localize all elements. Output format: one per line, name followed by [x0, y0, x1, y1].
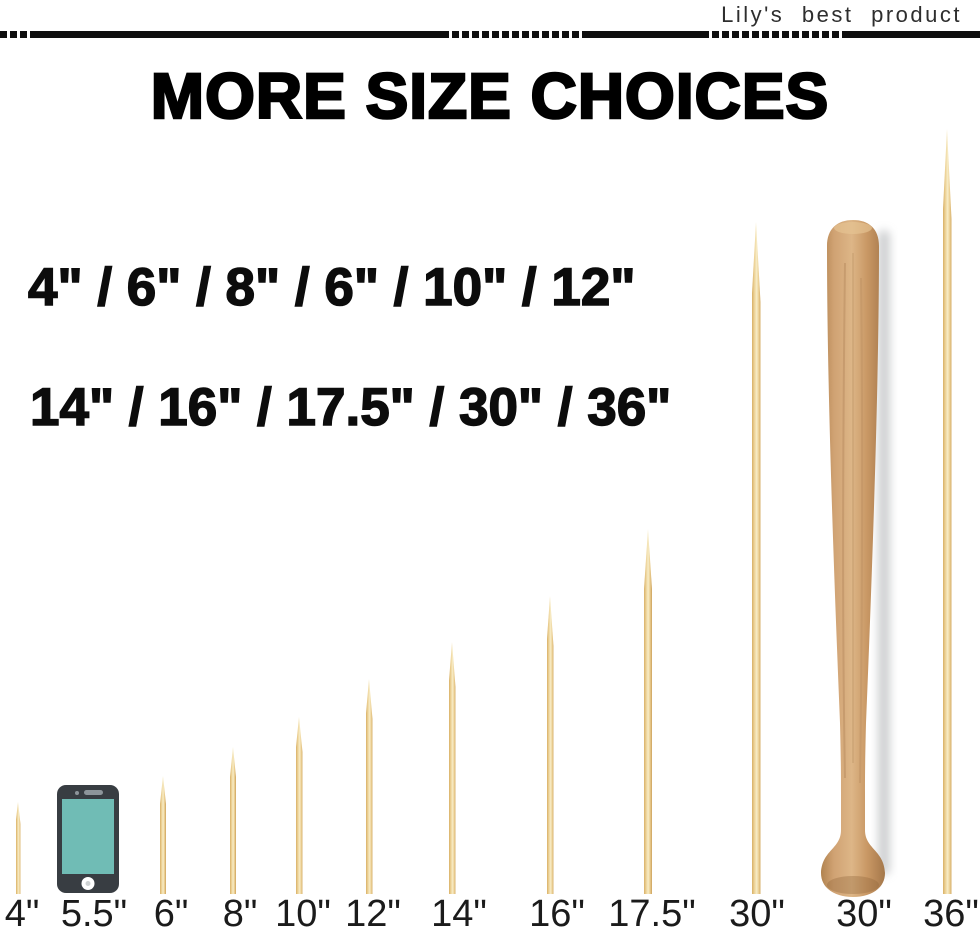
bat-knob-shading [827, 876, 879, 894]
size-label-12in: 12" [345, 893, 401, 935]
skewer-17-5in [644, 529, 652, 894]
bat-grain [842, 262, 846, 779]
size-label-5-5in: 5.5" [60, 893, 128, 935]
page-title: MORE SIZE CHOICES [149, 59, 830, 134]
bat-grain [859, 277, 864, 784]
phone-screen [62, 799, 114, 874]
size-label-16in: 16" [529, 893, 585, 935]
size-list-line-2: 14" / 16" / 17.5" / 30" / 36" [29, 377, 672, 438]
skewer-10in [295, 717, 303, 894]
skewer-30in [751, 222, 761, 894]
skewer-14in [448, 642, 456, 894]
size-label-6in: 6" [153, 893, 189, 935]
skewer-16in [546, 596, 554, 894]
phone-home-dot [85, 881, 91, 886]
skewer-6in [160, 776, 166, 894]
smartphone-icon [57, 785, 119, 893]
brand-text: Lily's best product [721, 2, 962, 27]
skewer-36in [942, 129, 952, 894]
skewer-8in [230, 747, 236, 894]
divider-segment [0, 31, 32, 38]
size-label-14in: 14" [431, 893, 487, 935]
bat-cap-highlight [834, 222, 872, 234]
skewer-4in [15, 802, 21, 894]
divider-segment [702, 31, 842, 38]
size-list-line-1: 4" / 6" / 8" / 6" / 10" / 12" [27, 257, 636, 318]
phone-speaker-icon [84, 790, 103, 795]
size-label-30in-bat: 30" [836, 893, 892, 935]
divider-segment [32, 31, 442, 38]
size-label-36in: 36" [923, 893, 979, 935]
phone-home-button-icon [81, 877, 95, 890]
divider-segment [842, 31, 980, 38]
size-label-8in: 8" [222, 893, 258, 935]
skewer-12in [365, 679, 373, 894]
divider-segment [442, 31, 583, 38]
bat-shadow [878, 230, 890, 875]
size-label-30in: 30" [729, 893, 785, 935]
bat-body [821, 220, 885, 897]
size-label-4in: 4" [4, 893, 40, 935]
phone-camera-icon [75, 791, 79, 795]
bat-grain [851, 252, 855, 764]
divider-segment [583, 31, 702, 38]
stitched-divider [0, 31, 980, 38]
baseball-bat [821, 220, 890, 897]
size-label-10in: 10" [275, 893, 331, 935]
size-label-17-5in: 17.5" [608, 893, 696, 935]
